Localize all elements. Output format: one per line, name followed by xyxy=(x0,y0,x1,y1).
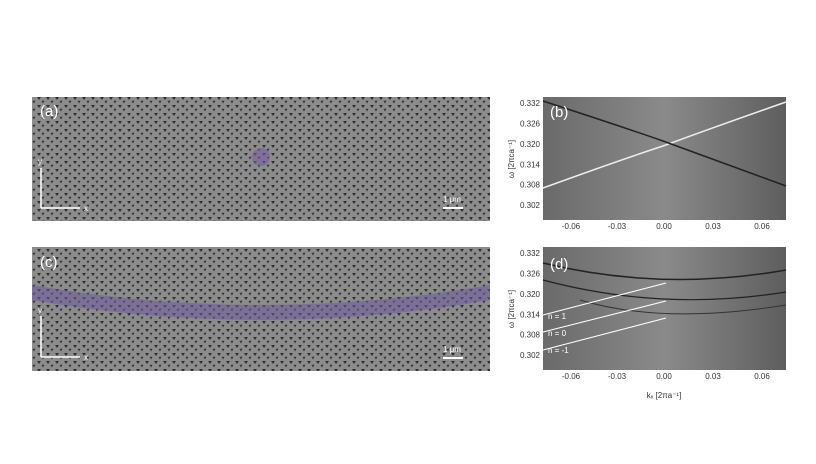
y-tick-label: 0.332 xyxy=(520,249,541,258)
axis-arrows xyxy=(40,168,80,209)
y-tick-label: 0.314 xyxy=(520,310,541,319)
scale-bar-label: 1 μm xyxy=(443,195,461,204)
axes: 0.332 0.326 0.320 0.314 0.308 0.302 -0.06 -0.03… xyxy=(507,99,770,381)
mode-label: n = 0 xyxy=(548,329,567,338)
y-tick-label: 0.302 xyxy=(520,201,541,210)
x-axis-label: kₓ [2πa⁻¹] xyxy=(647,391,682,400)
band xyxy=(542,101,787,189)
x-tick-label: 0.00 xyxy=(656,372,672,381)
scale-bar-label: 1 μm xyxy=(443,345,461,354)
y-tick-label: 0.314 xyxy=(520,160,541,169)
axis-label: x xyxy=(84,353,88,362)
y-axis-label: ω [2πca⁻¹] xyxy=(507,140,516,178)
spectrum xyxy=(543,97,786,220)
panel-label: (c) xyxy=(40,254,58,271)
mode-label: n = 1 xyxy=(548,312,567,321)
axis-arrows xyxy=(40,316,80,358)
y-tick-label: 0.326 xyxy=(520,270,541,279)
band xyxy=(542,262,787,281)
band xyxy=(579,299,787,315)
y-tick-label: 0.308 xyxy=(520,331,541,340)
band xyxy=(542,100,787,187)
y-axis-label: ω [2πca⁻¹] xyxy=(507,290,516,328)
panel-label: (d) xyxy=(550,256,568,273)
y-tick-label: 0.320 xyxy=(520,290,541,299)
x-tick-label: 0.00 xyxy=(656,222,672,231)
x-tick-label: 0.03 xyxy=(705,222,721,231)
panel-label: (b) xyxy=(550,104,568,121)
axis-label: y xyxy=(38,306,42,315)
y-tick-label: 0.332 xyxy=(520,99,541,108)
mode-arrows xyxy=(542,282,667,351)
spectrum xyxy=(543,247,786,370)
x-tick-label: 0.06 xyxy=(754,372,770,381)
x-tick-label: -0.06 xyxy=(562,372,581,381)
waveguide-mark xyxy=(32,285,490,320)
x-tick-label: -0.06 xyxy=(562,222,581,231)
panel-label: (a) xyxy=(40,103,58,120)
y-tick-label: 0.326 xyxy=(520,120,541,129)
y-tick-label: 0.302 xyxy=(520,351,541,360)
y-tick-label: 0.308 xyxy=(520,181,541,190)
y-tick-label: 0.320 xyxy=(520,140,541,149)
x-tick-label: 0.06 xyxy=(754,222,770,231)
x-tick-label: -0.03 xyxy=(608,222,627,231)
axis-label: y xyxy=(38,157,42,166)
mode-label: n = -1 xyxy=(548,346,569,355)
x-tick-label: -0.03 xyxy=(608,372,627,381)
x-tick-label: 0.03 xyxy=(705,372,721,381)
band xyxy=(542,279,787,301)
cavity-mark xyxy=(252,148,270,166)
axis-label: x xyxy=(84,204,88,213)
